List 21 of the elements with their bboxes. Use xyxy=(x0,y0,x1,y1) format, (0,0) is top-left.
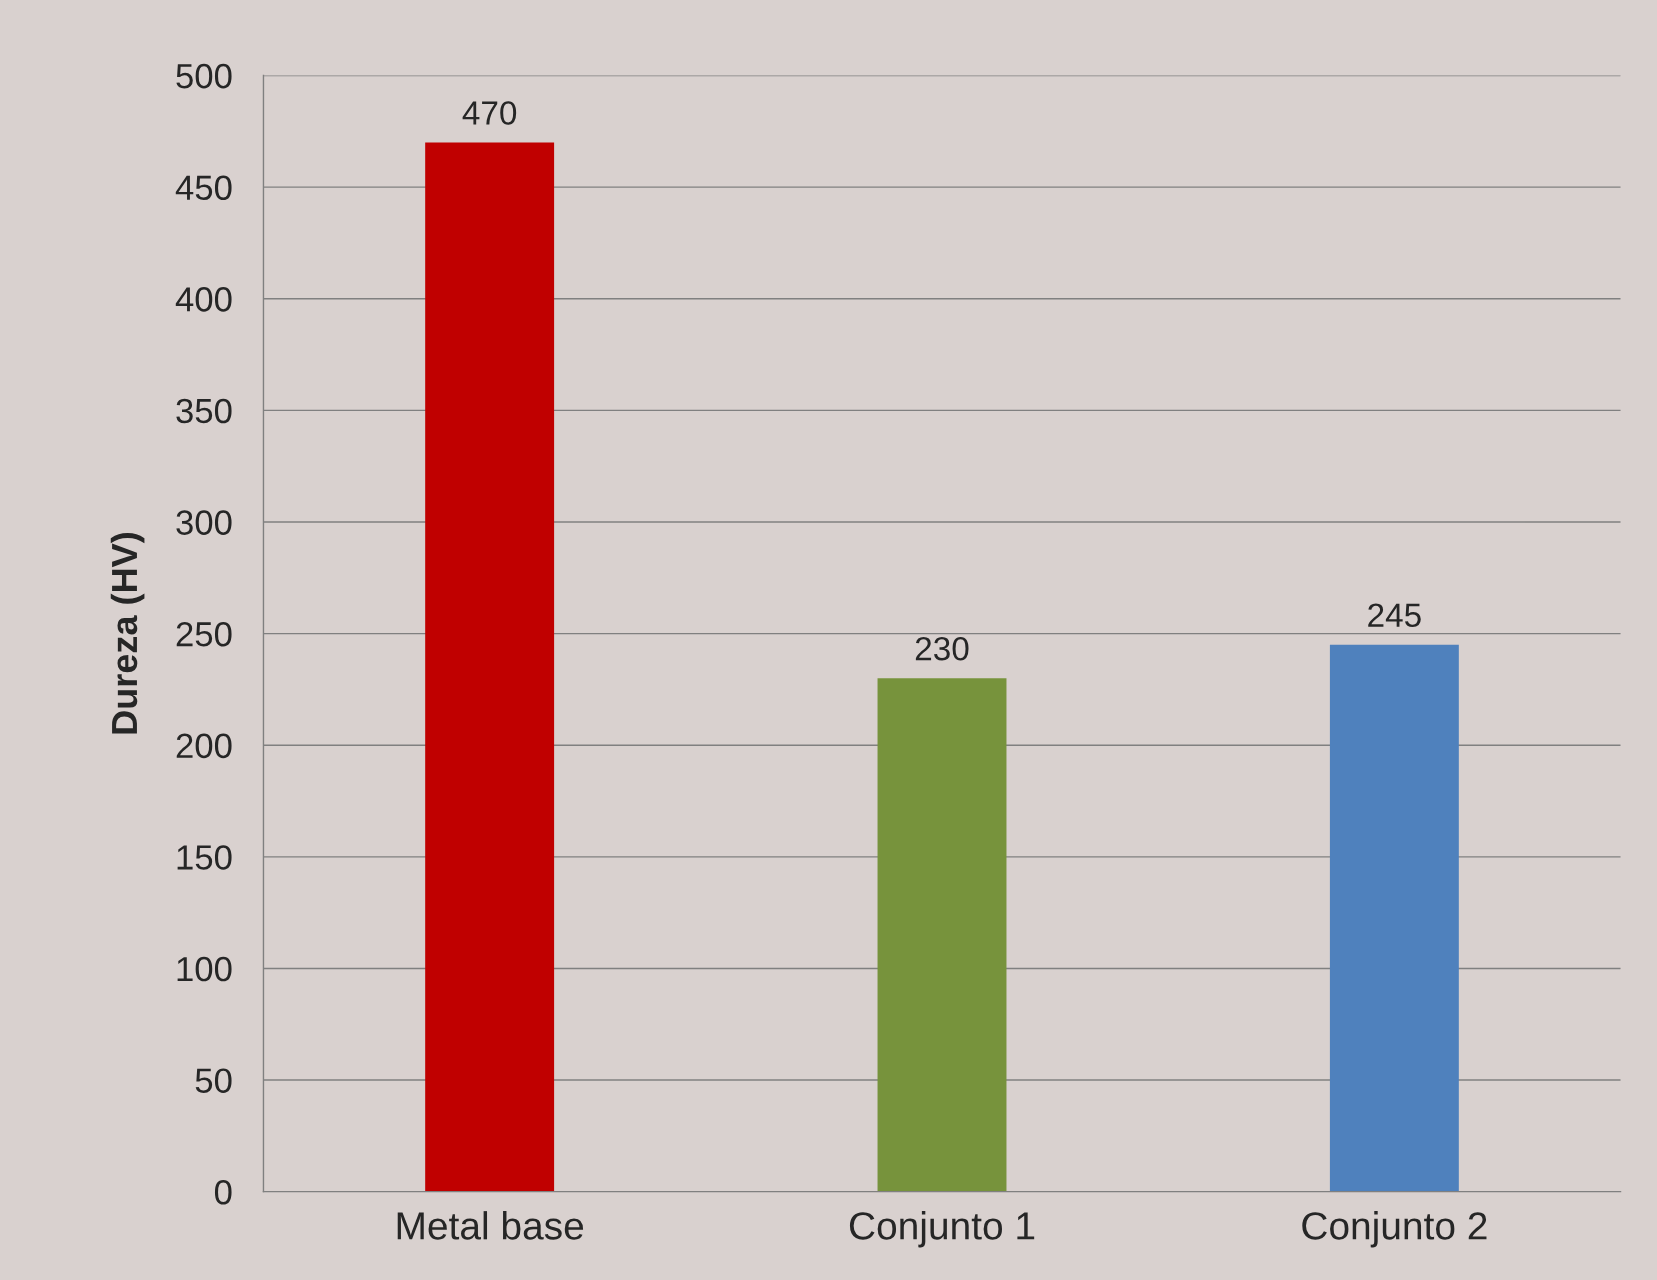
y-tick-label: 500 xyxy=(176,63,232,89)
y-tick-label: 300 xyxy=(176,510,232,535)
data-label: 245 xyxy=(1368,603,1421,628)
y-axis-title: Dureza (HV) xyxy=(110,533,145,734)
x-tick-label: Conjunto 1 xyxy=(849,1211,1035,1248)
bar xyxy=(877,678,1007,1192)
y-tick-label: 150 xyxy=(177,845,232,870)
y-tick-label: 50 xyxy=(195,1068,232,1093)
y-tick-label: 100 xyxy=(177,956,232,982)
x-tick-label: Conjunto 2 xyxy=(1302,1211,1487,1248)
y-tick-label: 350 xyxy=(176,398,232,424)
y-tick-label: 0 xyxy=(214,1180,232,1205)
data-label: 230 xyxy=(915,636,969,661)
y-tick-label: 450 xyxy=(175,175,232,201)
data-label: 470 xyxy=(462,101,517,125)
bar xyxy=(425,142,555,1192)
x-tick-label: Metal base xyxy=(397,1211,584,1240)
y-tick-label: 400 xyxy=(175,287,232,312)
y-tick-label: 200 xyxy=(176,733,232,759)
bar xyxy=(1329,644,1459,1192)
y-tick-label: 250 xyxy=(176,621,232,647)
